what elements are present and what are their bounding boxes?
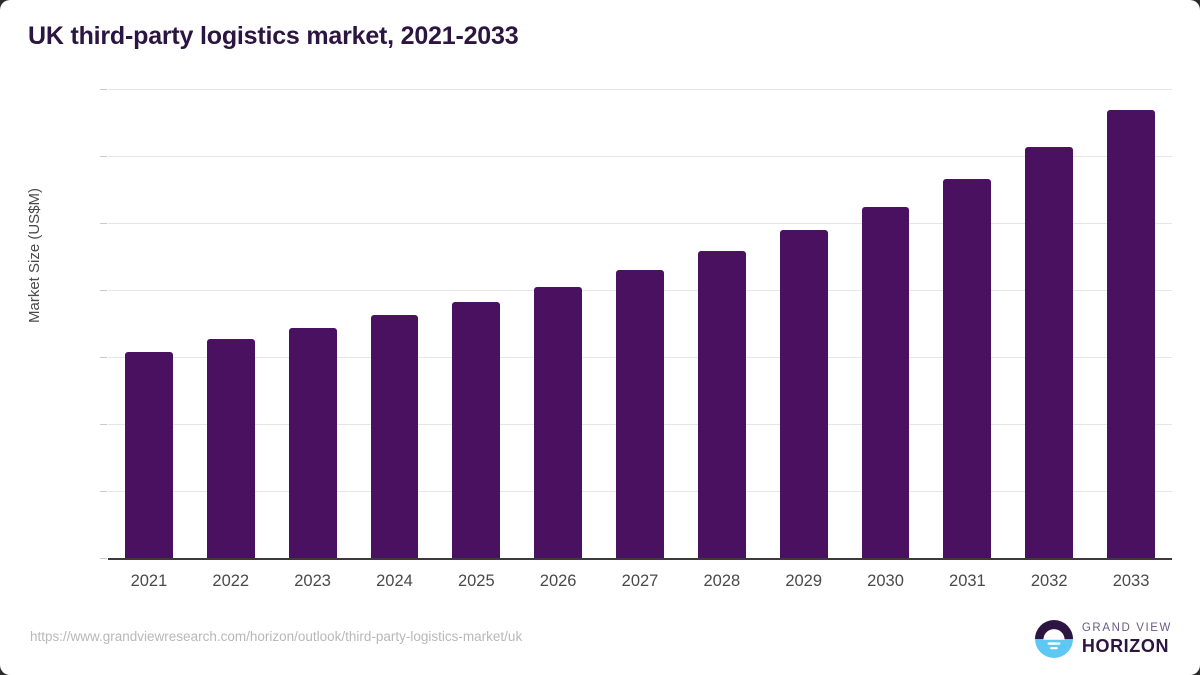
bar[interactable] — [616, 269, 664, 558]
bar[interactable] — [943, 179, 992, 558]
x-tick-label: 2029 — [785, 572, 823, 590]
y-axis-title: Market Size (US$M) — [26, 187, 43, 323]
plot-area — [100, 89, 1172, 559]
x-tick-label: 2023 — [294, 572, 331, 590]
bar[interactable] — [779, 230, 828, 558]
bar[interactable] — [452, 302, 501, 558]
bar[interactable] — [370, 315, 419, 558]
x-tick-label: 2024 — [376, 572, 413, 590]
x-tick-label: 2022 — [212, 572, 250, 590]
logo-line-horizon: HORIZON — [1081, 636, 1170, 657]
source-url[interactable]: https://www.grandviewresearch.com/horizo… — [30, 629, 523, 644]
x-tick-label: 2030 — [867, 572, 904, 590]
brand-logo[interactable]: GRAND VIEW HORIZON — [1034, 620, 1172, 658]
y-tick-mark — [100, 357, 107, 358]
y-tick-mark — [100, 223, 107, 224]
bar[interactable] — [697, 251, 746, 558]
x-tick-label: 2028 — [703, 572, 741, 590]
y-tick-mark — [100, 491, 107, 492]
bar[interactable] — [1107, 110, 1155, 558]
x-tick-label: 2032 — [1030, 572, 1068, 590]
x-tick-label: 2033 — [1112, 572, 1150, 590]
x-tick-label: 2031 — [949, 572, 986, 590]
x-tick-label: 2025 — [457, 572, 495, 590]
x-tick-label: 2021 — [130, 572, 168, 590]
logo-wordmark: GRAND VIEW HORIZON — [1081, 621, 1172, 657]
bar[interactable] — [1025, 147, 1074, 558]
x-tick-label: 2026 — [539, 572, 577, 590]
y-tick-mark — [100, 290, 107, 291]
x-axis-line — [108, 558, 1172, 560]
y-tick-mark — [100, 89, 107, 90]
y-tick-mark — [100, 424, 107, 425]
bar[interactable] — [534, 287, 583, 558]
y-tick-mark — [100, 156, 107, 157]
page-title: UK third-party logistics market, 2021-20… — [28, 22, 519, 50]
x-tick-label: 2027 — [621, 572, 659, 590]
bar[interactable] — [861, 206, 910, 558]
y-tick-mark — [100, 558, 107, 559]
gridline — [108, 156, 1172, 157]
logo-line-grand-view: GRAND VIEW — [1081, 621, 1172, 634]
grand-view-horizon-logo-icon — [1034, 620, 1073, 658]
gridline — [108, 89, 1172, 90]
bar[interactable] — [206, 338, 255, 558]
bar[interactable] — [288, 328, 337, 558]
bar[interactable] — [124, 351, 173, 558]
gridline — [108, 223, 1172, 224]
